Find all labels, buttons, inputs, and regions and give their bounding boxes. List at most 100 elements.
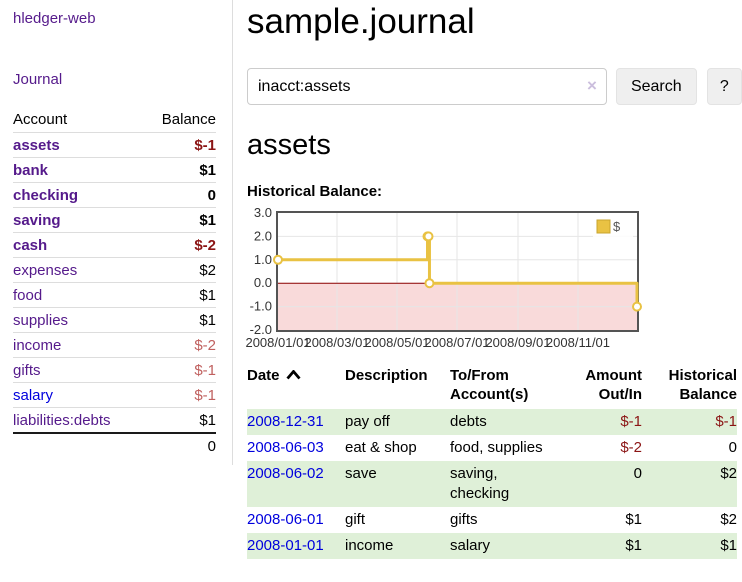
balance-column-header: Balance bbox=[143, 108, 216, 133]
transaction-row: 2008-01-01incomesalary$1$1 bbox=[247, 533, 737, 559]
svg-text:-1.0: -1.0 bbox=[250, 298, 272, 313]
account-link[interactable]: food bbox=[13, 287, 42, 304]
accounts-table-header-row: Account Balance bbox=[13, 108, 216, 133]
account-balance: $1 bbox=[143, 408, 216, 434]
account-balance: 0 bbox=[143, 183, 216, 208]
transaction-accounts: salary bbox=[450, 533, 562, 559]
transaction-accounts: gifts bbox=[450, 507, 562, 533]
transaction-date-link[interactable]: 2008-12-31 bbox=[247, 413, 324, 430]
account-balance: $-1 bbox=[143, 358, 216, 383]
transaction-description: pay off bbox=[345, 409, 450, 435]
account-link[interactable]: bank bbox=[13, 162, 48, 179]
account-row: food $1 bbox=[13, 283, 216, 308]
account-link[interactable]: supplies bbox=[13, 312, 68, 329]
account-column-header: Account bbox=[13, 108, 143, 133]
transaction-accounts: food, supplies bbox=[450, 435, 562, 461]
account-link[interactable]: cash bbox=[13, 237, 47, 254]
account-balance: $-1 bbox=[143, 133, 216, 158]
account-balance: $1 bbox=[143, 158, 216, 183]
account-balance: $1 bbox=[143, 283, 216, 308]
accounts-total-row: 0 bbox=[13, 433, 216, 458]
account-row: expenses $2 bbox=[13, 258, 216, 283]
transaction-amount: 0 bbox=[562, 461, 642, 507]
transaction-accounts: debts bbox=[450, 409, 562, 435]
svg-text:$: $ bbox=[613, 219, 621, 234]
transaction-row: 2008-06-01giftgifts$1$2 bbox=[247, 507, 737, 533]
svg-text:2008/09/01: 2008/09/01 bbox=[485, 335, 550, 350]
search-form: × Search ? bbox=[247, 68, 742, 105]
transaction-balance: $1 bbox=[642, 533, 737, 559]
historical-balance-chart: $3.02.01.00.0-1.0-2.02008/01/012008/03/0… bbox=[247, 206, 649, 352]
transaction-amount: $-2 bbox=[562, 435, 642, 461]
balance-column-header: Historical Balance bbox=[642, 366, 737, 409]
sidebar-item-journal[interactable]: Journal bbox=[13, 71, 62, 88]
account-link[interactable]: salary bbox=[13, 387, 53, 404]
register-header-row: Date Description To/From Account(s) Amou… bbox=[247, 366, 737, 409]
chart-title: Historical Balance: bbox=[247, 183, 742, 200]
app-brand-link[interactable]: hledger-web bbox=[13, 10, 96, 27]
account-link[interactable]: expenses bbox=[13, 262, 77, 279]
svg-text:2008/07/01: 2008/07/01 bbox=[424, 335, 489, 350]
transaction-balance: $-1 bbox=[642, 409, 737, 435]
transaction-row: 2008-06-03 eat & shopfood, supplies$-20 bbox=[247, 435, 737, 461]
transaction-date-link[interactable]: 2008-06-02 bbox=[247, 465, 324, 482]
transaction-balance: $2 bbox=[642, 461, 737, 507]
main-content: sample.journal × Search ? assets Histori… bbox=[247, 0, 742, 559]
account-row: checking 0 bbox=[13, 183, 216, 208]
account-balance: $-2 bbox=[143, 333, 216, 358]
svg-text:3.0: 3.0 bbox=[254, 205, 272, 220]
account-row: liabilities:debts $1 bbox=[13, 408, 216, 434]
transaction-description: gift bbox=[345, 507, 450, 533]
transaction-row: 2008-06-02 savesaving, checking0$2 bbox=[247, 461, 737, 507]
account-row: bank $1 bbox=[13, 158, 216, 183]
accounts-total-balance: 0 bbox=[143, 433, 216, 458]
transaction-date-link[interactable]: 2008-06-03 bbox=[247, 439, 324, 456]
account-heading: assets bbox=[247, 129, 742, 162]
search-button[interactable]: Search bbox=[616, 68, 697, 105]
account-balance: $1 bbox=[143, 208, 216, 233]
transaction-amount: $1 bbox=[562, 533, 642, 559]
account-balance: $1 bbox=[143, 308, 216, 333]
transaction-description: eat & shop bbox=[345, 435, 450, 461]
search-input[interactable] bbox=[247, 68, 607, 105]
account-link[interactable]: income bbox=[13, 337, 61, 354]
transaction-row: 2008-12-31pay offdebts$-1$-1 bbox=[247, 409, 737, 435]
sort-ascending-icon bbox=[286, 370, 301, 380]
svg-text:2008/03/01: 2008/03/01 bbox=[304, 335, 369, 350]
account-link[interactable]: liabilities:debts bbox=[13, 412, 111, 429]
transaction-description: income bbox=[345, 533, 450, 559]
account-row: income $-2 bbox=[13, 333, 216, 358]
account-row: gifts $-1 bbox=[13, 358, 216, 383]
svg-text:2008/01/01: 2008/01/01 bbox=[245, 335, 310, 350]
transaction-date-link[interactable]: 2008-06-01 bbox=[247, 511, 324, 528]
svg-text:0.0: 0.0 bbox=[254, 275, 272, 290]
sidebar: hledger-web Journal Account Balance asse… bbox=[0, 0, 233, 465]
svg-text:2008/05/01: 2008/05/01 bbox=[364, 335, 429, 350]
transaction-balance: 0 bbox=[642, 435, 737, 461]
transaction-description: save bbox=[345, 461, 450, 507]
description-column-header: Description bbox=[345, 366, 450, 409]
accounts-table-body: assets$-1bank$1checking0saving$1cash$-2e… bbox=[13, 133, 216, 434]
transaction-date-link[interactable]: 2008-01-01 bbox=[247, 537, 324, 554]
accounts-table: Account Balance assets $-1 bank $1 checking 0… bbox=[13, 108, 216, 458]
svg-text:2.0: 2.0 bbox=[254, 228, 272, 243]
date-column-header[interactable]: Date bbox=[247, 366, 345, 409]
account-balance: $-1 bbox=[143, 383, 216, 408]
account-link[interactable]: gifts bbox=[13, 362, 41, 379]
transaction-amount: $-1 bbox=[562, 409, 642, 435]
register-table: Date Description To/From Account(s) Amou… bbox=[247, 366, 737, 559]
account-link[interactable]: assets bbox=[13, 137, 60, 154]
account-row: cash $-2 bbox=[13, 233, 216, 258]
account-row: salary $-1 bbox=[13, 383, 216, 408]
clear-search-icon[interactable]: × bbox=[587, 76, 597, 96]
account-balance: $2 bbox=[143, 258, 216, 283]
account-row: assets $-1 bbox=[13, 133, 216, 158]
account-balance: $-2 bbox=[143, 233, 216, 258]
svg-text:2008/11/01: 2008/11/01 bbox=[546, 335, 610, 350]
svg-text:1.0: 1.0 bbox=[254, 251, 272, 266]
account-link[interactable]: checking bbox=[13, 187, 78, 204]
transaction-accounts: saving, checking bbox=[450, 461, 562, 507]
account-link[interactable]: saving bbox=[13, 212, 61, 229]
help-button[interactable]: ? bbox=[707, 68, 742, 105]
register-table-body: 2008-12-31pay offdebts$-1$-12008-06-03ea… bbox=[247, 409, 737, 559]
